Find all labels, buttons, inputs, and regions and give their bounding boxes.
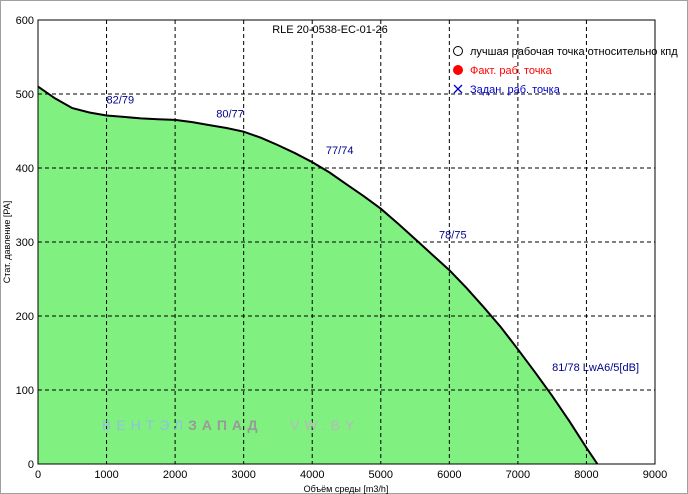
legend: лучшая рабочая точка относительно кпд Фак…	[453, 46, 678, 96]
x-tick-label: 1000	[94, 469, 118, 481]
annotations: 82/79 80/77 77/74 78/75 81/78 LwA6/5[dB]	[107, 95, 639, 374]
x-tick-label: 2000	[163, 469, 187, 481]
x-tick-label: 4000	[300, 469, 324, 481]
watermark-part-2: ЗАПАД	[188, 417, 262, 433]
performance-area	[38, 86, 598, 464]
legend-marker-set-point	[453, 84, 463, 94]
x-axis-label: Объём среды [m3/h]	[304, 484, 389, 494]
efficiency-annotation: 78/75	[439, 229, 467, 241]
y-tick-label: 300	[16, 237, 34, 249]
area-layer	[38, 86, 598, 464]
x-tick-label: 6000	[437, 469, 461, 481]
efficiency-annotation: 80/77	[216, 109, 244, 121]
x-tick-label: 9000	[643, 469, 667, 481]
watermark-part-1: ВЕНТЭЛ	[102, 417, 188, 433]
x-tick-label: 8000	[574, 469, 598, 481]
chart-title: RLE 20-0538-EC-01-26	[272, 24, 388, 36]
watermark: ВЕНТЭЛЗАПАД VW.BY	[102, 417, 359, 433]
efficiency-annotation: 82/79	[107, 95, 135, 107]
legend-marker-actual-point	[453, 65, 463, 75]
y-axis-label: Стат. давление [PA]	[2, 201, 12, 283]
x-tick-label: 5000	[369, 469, 393, 481]
watermark-part-3: VW.BY	[290, 417, 359, 433]
legend-label: лучшая рабочая точка относительно кпд	[470, 46, 678, 58]
legend-label: Задан. раб. точка	[470, 84, 561, 96]
performance-curve	[37, 85, 599, 465]
grid-layer	[38, 20, 655, 464]
y-tick-label: 600	[16, 15, 34, 27]
x-tick-label: 7000	[506, 469, 530, 481]
legend-label: Факт. раб. точка	[470, 65, 553, 77]
efficiency-annotation: 81/78 LwA6/5[dB]	[552, 362, 639, 374]
ticks-layer: 0 1000 2000 3000 4000 5000 6000 7000 8000 9000 0 10…	[16, 15, 668, 481]
y-tick-label: 500	[16, 89, 34, 101]
y-tick-label: 100	[16, 385, 34, 397]
line-layer	[37, 85, 599, 465]
y-tick-label: 200	[16, 311, 34, 323]
y-tick-label: 400	[16, 163, 34, 175]
x-tick-label: 0	[35, 469, 41, 481]
efficiency-annotation: 77/74	[326, 145, 354, 157]
x-tick-label: 3000	[231, 469, 255, 481]
legend-marker-best-point	[453, 46, 463, 56]
y-tick-label: 0	[28, 459, 34, 471]
plot-border	[37, 19, 656, 465]
